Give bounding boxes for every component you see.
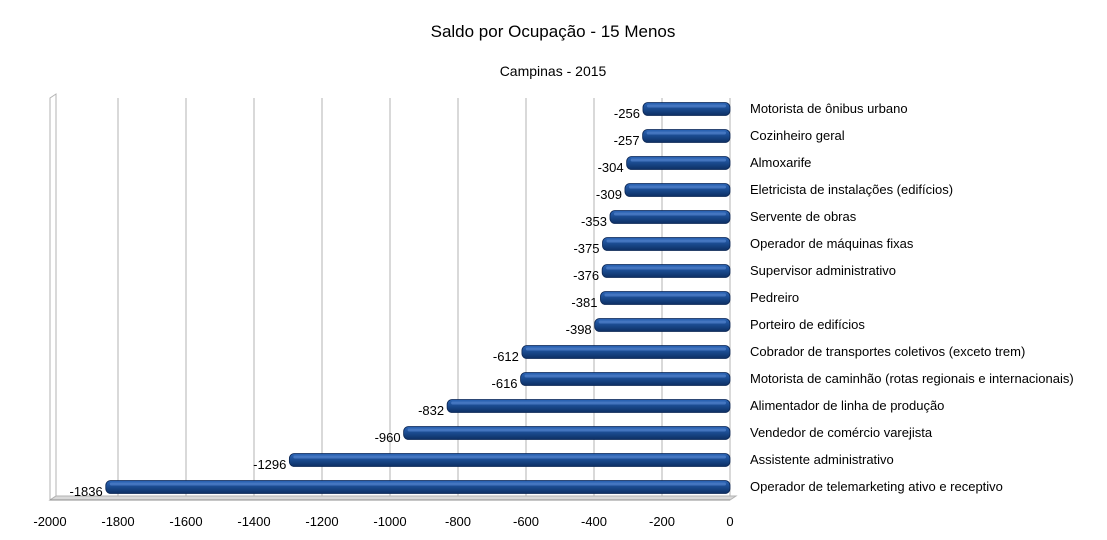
bar-highlight [407, 428, 726, 432]
bar-highlight [628, 185, 726, 189]
category-label: Cozinheiro geral [750, 128, 845, 143]
category-label: Porteiro de edifícios [750, 317, 865, 332]
bar [105, 480, 731, 494]
category-label: Eletricista de instalações (edifícios) [750, 182, 953, 197]
bar [602, 237, 731, 251]
bar [594, 318, 731, 332]
data-label: -612 [493, 349, 519, 364]
bar [624, 183, 731, 197]
data-label: -309 [596, 187, 622, 202]
bar [626, 156, 731, 170]
x-tick-label: -200 [649, 514, 675, 529]
bar [600, 291, 731, 305]
data-label: -1296 [253, 457, 286, 472]
chart-wall [48, 93, 738, 501]
bar-highlight [598, 320, 726, 324]
bar-highlight [109, 482, 726, 486]
data-label: -353 [581, 214, 607, 229]
bar-highlight [646, 131, 726, 135]
bar-highlight [606, 239, 726, 243]
bar-highlight [525, 347, 726, 351]
x-tick-label: -800 [445, 514, 471, 529]
category-label: Supervisor administrativo [750, 263, 896, 278]
category-label: Servente de obras [750, 209, 857, 224]
bar [520, 372, 731, 386]
x-axis: -2000 -1800 -1600 -1400 -1200 -1000 -800 -600 -4… [33, 514, 733, 529]
chart-title: Saldo por Ocupação - 15 Menos [431, 22, 676, 41]
bar [642, 102, 731, 116]
bar-highlight [613, 212, 726, 216]
category-label: Operador de máquinas fixas [750, 236, 914, 251]
bar-highlight [524, 374, 726, 378]
bar-highlight [451, 401, 726, 405]
category-label: Motorista de caminhão (rotas regionais e… [750, 371, 1074, 386]
left-wall [49, 93, 57, 501]
bar [609, 210, 731, 224]
data-label: -304 [598, 160, 624, 175]
x-tick-label: -1200 [305, 514, 338, 529]
category-label: Cobrador de transportes coletivos (excet… [750, 344, 1025, 359]
bar [601, 264, 731, 278]
chart-subtitle: Campinas - 2015 [500, 63, 607, 79]
data-label: -257 [614, 133, 640, 148]
bar [446, 399, 731, 413]
data-label: -398 [566, 322, 592, 337]
bar [521, 345, 731, 359]
bars [105, 102, 731, 494]
x-tick-label: -600 [513, 514, 539, 529]
x-tick-label: -1000 [373, 514, 406, 529]
data-label: -381 [571, 295, 597, 310]
category-label: Almoxarife [750, 155, 811, 170]
bar-highlight [630, 158, 726, 162]
x-tick-label: -1800 [101, 514, 134, 529]
x-tick-label: -1400 [237, 514, 270, 529]
x-tick-label: -400 [581, 514, 607, 529]
data-label: -256 [614, 106, 640, 121]
data-label: -1836 [70, 484, 103, 499]
category-label: Alimentador de linha de produção [750, 398, 944, 413]
bar [288, 453, 731, 467]
floor [48, 495, 738, 501]
data-label: -832 [418, 403, 444, 418]
bar-highlight [606, 266, 726, 270]
x-tick-label: -2000 [33, 514, 66, 529]
data-label: -960 [375, 430, 401, 445]
category-label: Assistente administrativo [750, 452, 894, 467]
category-label: Pedreiro [750, 290, 799, 305]
category-label: Vendedor de comércio varejista [750, 425, 933, 440]
category-label: Motorista de ônibus urbano [750, 101, 908, 116]
x-tick-label: -1600 [169, 514, 202, 529]
bar-highlight [646, 104, 726, 108]
data-label: -375 [573, 241, 599, 256]
labels: -256 Motorista de ônibus urbano -257 Cozinh… [70, 101, 1074, 499]
bar-highlight [293, 455, 726, 459]
bar [403, 426, 731, 440]
x-tick-label: 0 [726, 514, 733, 529]
bar-highlight [604, 293, 726, 297]
data-label: -376 [573, 268, 599, 283]
category-label: Operador de telemarketing ativo e recept… [750, 479, 1003, 494]
bar [642, 129, 731, 143]
data-label: -616 [492, 376, 518, 391]
